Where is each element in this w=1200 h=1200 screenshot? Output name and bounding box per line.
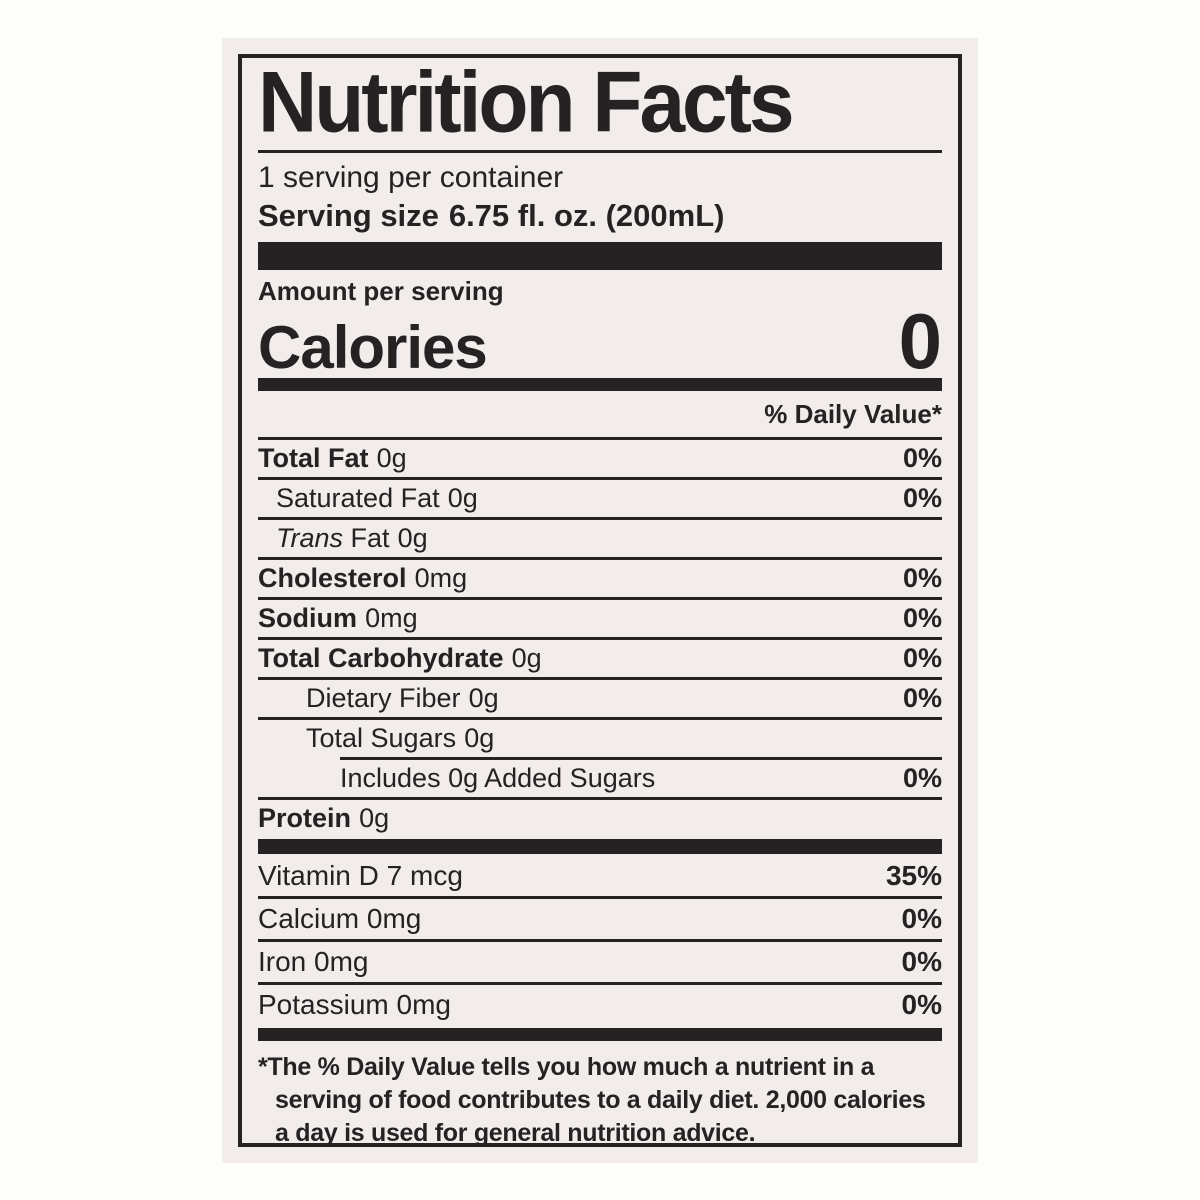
vitamin-row-iron: Iron 0mg 0% bbox=[258, 939, 942, 982]
nutrient-row-added-sugars: Includes 0g Added Sugars 0% bbox=[258, 757, 942, 797]
servings-per-container: 1 serving per container bbox=[258, 161, 564, 194]
serving-size-line: Serving size 6.75 fl. oz. (200mL) bbox=[258, 196, 942, 236]
vitamin-rows: Vitamin D 7 mcg 35% Calcium 0mg 0% Iron … bbox=[258, 856, 942, 1025]
vitamin-row-potassium: Potassium 0mg 0% bbox=[258, 982, 942, 1025]
footnote-line: *The % Daily Value tells you how much a … bbox=[258, 1053, 875, 1081]
dv-value: 0% bbox=[902, 683, 942, 713]
footnote-line: a day is used for general nutrition advi… bbox=[275, 1119, 756, 1147]
dv-value: 0% bbox=[901, 903, 942, 934]
nutrient-row-cholesterol: Cholesterol 0mg 0% bbox=[258, 557, 942, 597]
vitamin-row-vitamin-d: Vitamin D 7 mcg 35% bbox=[258, 856, 942, 896]
nutrient-row-sodium: Sodium 0mg 0% bbox=[258, 597, 942, 637]
serving-size-value: 6.75 fl. oz. (200mL) bbox=[448, 198, 725, 233]
footnote-line: serving of food contributes to a daily d… bbox=[275, 1086, 926, 1114]
daily-value-header: % Daily Value* bbox=[764, 399, 942, 429]
nutrient-row-total-carbohydrate: Total Carbohydrate 0g 0% bbox=[258, 637, 942, 677]
dv-value: 0% bbox=[902, 763, 942, 793]
section-bar-footnote bbox=[258, 1028, 942, 1041]
dv-value: 0% bbox=[902, 643, 942, 673]
nutrient-row-saturated-fat: Saturated Fat 0g 0% bbox=[258, 477, 942, 517]
dv-value: 0% bbox=[902, 483, 942, 513]
dv-value: 0% bbox=[901, 989, 942, 1020]
dv-value: 35% bbox=[885, 860, 942, 891]
calories-row: Calories 0 bbox=[258, 297, 942, 385]
nutrient-row-trans-fat: Trans Fat 0g bbox=[258, 517, 942, 557]
calories-label: Calories bbox=[258, 314, 488, 381]
serving-size-label: Serving size bbox=[258, 198, 439, 233]
dv-value: 0% bbox=[902, 443, 942, 473]
dv-value: 0% bbox=[901, 946, 942, 977]
label-title: Nutrition Facts bbox=[258, 54, 795, 151]
nutrient-row-protein: Protein 0g bbox=[258, 797, 942, 837]
section-bar-vitamins bbox=[258, 839, 942, 854]
dv-value: 0% bbox=[902, 603, 942, 633]
title-divider bbox=[258, 150, 942, 153]
section-bar-thick bbox=[258, 242, 942, 270]
nutrient-rows: Total Fat 0g 0% Saturated Fat 0g 0% Trans … bbox=[258, 437, 942, 837]
vitamin-row-calcium: Calcium 0mg 0% bbox=[258, 896, 942, 939]
nutrition-label-frame: Nutrition Facts 1 serving per container … bbox=[238, 54, 962, 1147]
calories-value: 0 bbox=[898, 297, 942, 385]
nutrient-row-dietary-fiber: Dietary Fiber 0g 0% bbox=[258, 677, 942, 717]
nutrition-label-card: Nutrition Facts 1 serving per container … bbox=[222, 38, 978, 1163]
amount-per-serving-label: Amount per serving bbox=[258, 276, 504, 306]
section-bar-medium bbox=[258, 378, 942, 391]
daily-value-footnote: *The % Daily Value tells you how much a … bbox=[258, 1047, 942, 1147]
nutrient-row-total-fat: Total Fat 0g 0% bbox=[258, 437, 942, 477]
nutrient-row-total-sugars: Total Sugars 0g bbox=[258, 717, 942, 757]
dv-value: 0% bbox=[902, 563, 942, 593]
